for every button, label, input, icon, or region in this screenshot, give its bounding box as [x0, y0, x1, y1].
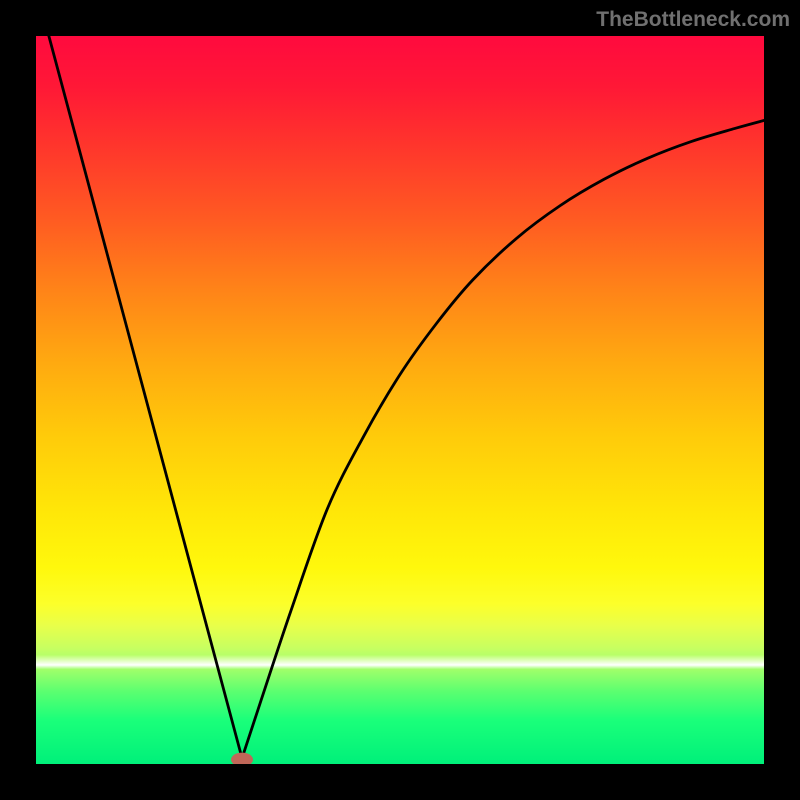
- attribution-text: TheBottleneck.com: [596, 8, 790, 31]
- bottleneck-chart: TheBottleneck.com: [0, 0, 800, 800]
